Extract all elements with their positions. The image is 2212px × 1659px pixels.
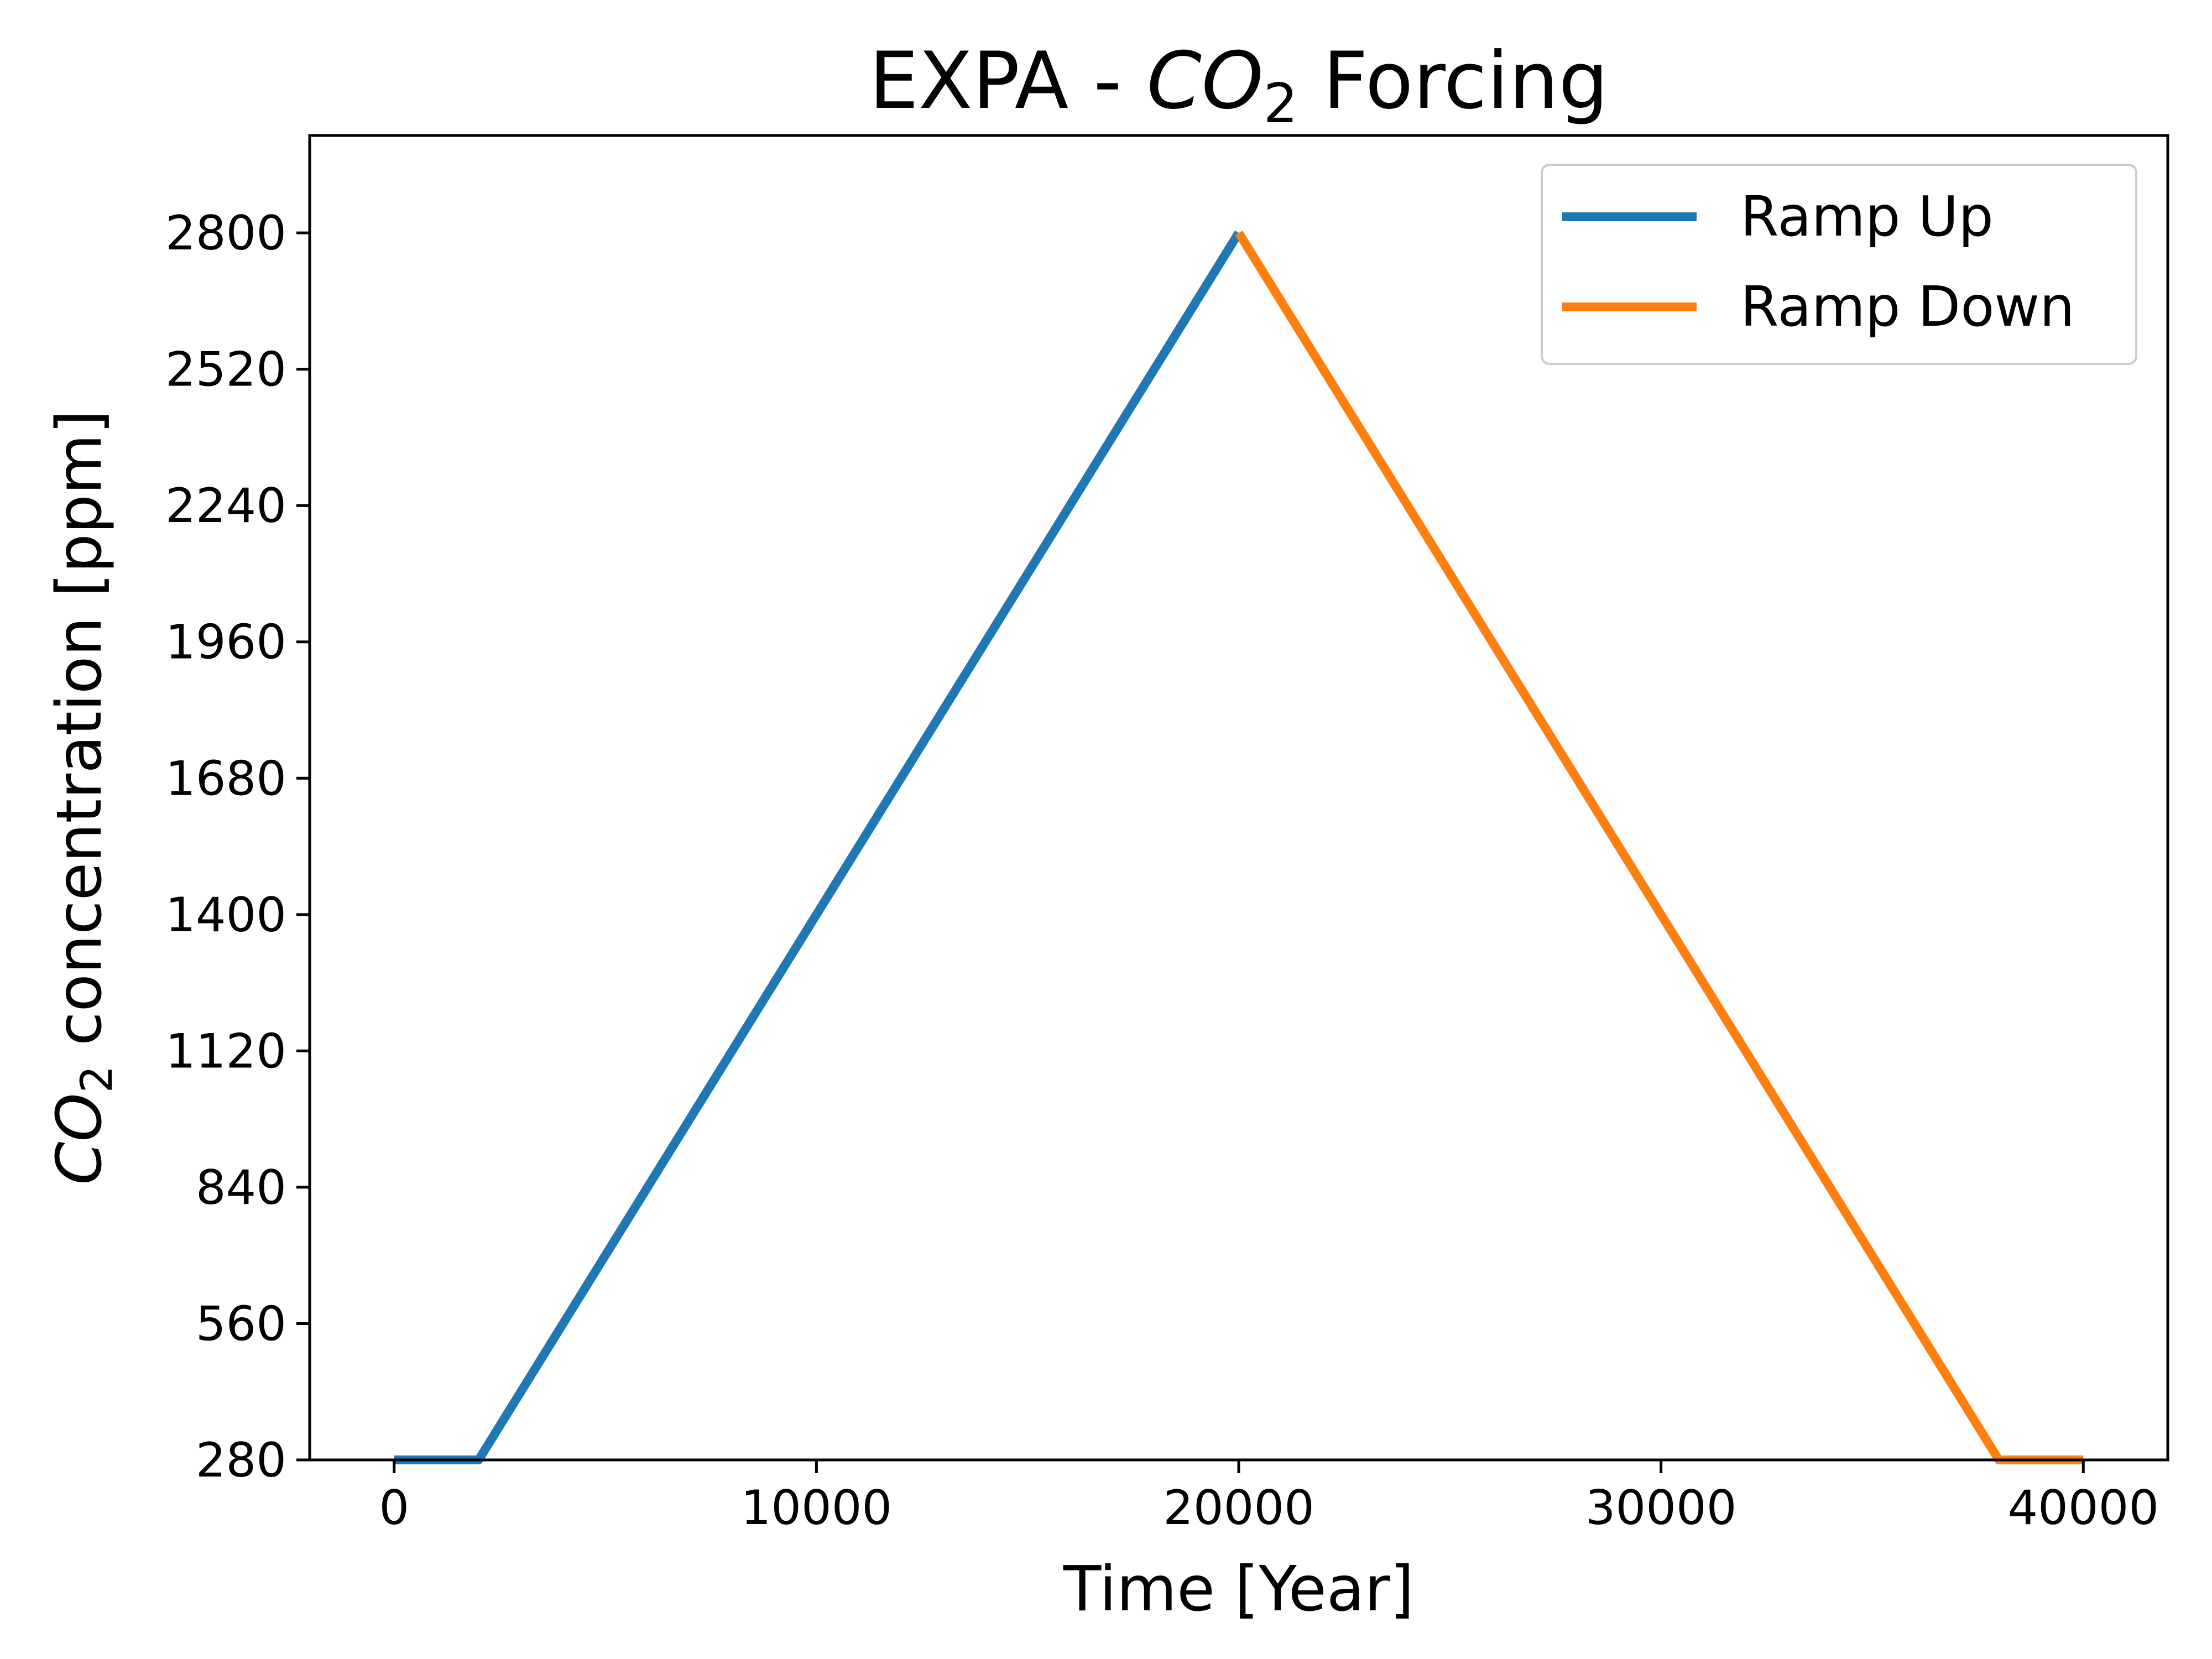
y-axis: 280 560 840 1120 1400 1680 1960 2240 2520 2800 [165, 206, 310, 1488]
y-tick-label: 1120 [165, 1024, 286, 1079]
y-tick-label: 2240 [165, 478, 286, 534]
y-tick-label: 280 [196, 1433, 286, 1488]
chart-title: EXPA - CO2 Forcing [869, 35, 1608, 135]
y-axis-label: CO2 concentration [ppm] [44, 410, 122, 1185]
y-tick-label: 1680 [165, 751, 286, 806]
y-tick-label: 2800 [165, 206, 286, 261]
y-tick-label: 1960 [165, 615, 286, 670]
legend-label-ramp-down: Ramp Down [1740, 274, 2075, 339]
y-tick-label: 1400 [165, 888, 286, 943]
y-tick-label: 840 [196, 1160, 286, 1215]
x-tick-label: 40000 [2007, 1480, 2159, 1536]
y-tick-label: 560 [196, 1296, 286, 1352]
legend: Ramp Up Ramp Down [1541, 164, 2137, 365]
plot-area-frame [308, 134, 2169, 1462]
x-axis: 0 10000 20000 30000 40000 [379, 1460, 2159, 1536]
x-tick-label: 10000 [741, 1480, 893, 1536]
x-tick-label: 20000 [1163, 1480, 1314, 1536]
x-tick-label: 0 [379, 1480, 409, 1536]
x-axis-label: Time [Year] [1063, 1553, 1414, 1625]
x-tick-label: 30000 [1585, 1480, 1737, 1536]
legend-label-ramp-up: Ramp Up [1740, 184, 1994, 249]
y-tick-label: 2520 [165, 342, 286, 398]
